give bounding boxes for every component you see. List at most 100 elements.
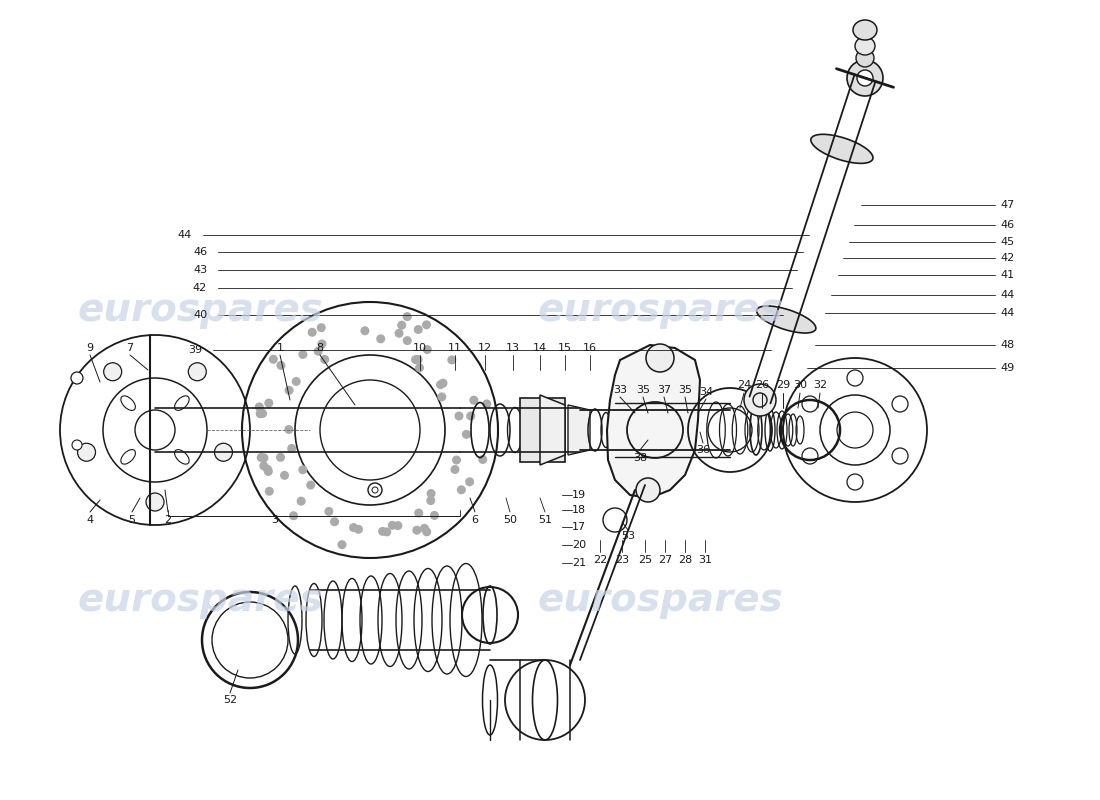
Circle shape bbox=[263, 465, 272, 474]
Circle shape bbox=[422, 527, 431, 536]
Circle shape bbox=[454, 411, 463, 421]
Text: eurospares: eurospares bbox=[537, 291, 783, 329]
Text: 32: 32 bbox=[813, 380, 827, 390]
Circle shape bbox=[470, 396, 478, 405]
Text: 46: 46 bbox=[192, 247, 207, 257]
Text: 13: 13 bbox=[506, 343, 520, 353]
Circle shape bbox=[256, 453, 266, 462]
Polygon shape bbox=[607, 345, 700, 498]
Text: 43: 43 bbox=[192, 265, 207, 275]
Circle shape bbox=[146, 493, 164, 511]
Circle shape bbox=[338, 540, 346, 549]
Circle shape bbox=[452, 455, 461, 465]
Text: 4: 4 bbox=[87, 515, 94, 525]
Circle shape bbox=[847, 370, 864, 386]
Circle shape bbox=[324, 507, 333, 516]
Circle shape bbox=[422, 320, 431, 330]
Circle shape bbox=[403, 312, 411, 321]
Text: 19: 19 bbox=[572, 490, 586, 500]
Circle shape bbox=[415, 363, 424, 372]
Text: 28: 28 bbox=[678, 555, 692, 565]
Text: 7: 7 bbox=[126, 343, 133, 353]
Circle shape bbox=[264, 398, 273, 407]
Circle shape bbox=[298, 466, 307, 474]
Circle shape bbox=[415, 509, 424, 518]
Circle shape bbox=[297, 497, 306, 506]
Text: 39: 39 bbox=[188, 345, 202, 355]
Circle shape bbox=[436, 380, 446, 389]
Text: 51: 51 bbox=[538, 515, 552, 525]
Text: 35: 35 bbox=[636, 385, 650, 395]
Text: 3: 3 bbox=[272, 515, 278, 525]
Circle shape bbox=[465, 478, 474, 486]
Circle shape bbox=[802, 448, 818, 464]
Text: 12: 12 bbox=[477, 343, 492, 353]
Circle shape bbox=[361, 326, 370, 335]
Text: 44: 44 bbox=[178, 230, 192, 240]
Circle shape bbox=[265, 486, 274, 496]
Circle shape bbox=[439, 378, 448, 388]
Text: 8: 8 bbox=[317, 343, 323, 353]
Text: 27: 27 bbox=[658, 555, 672, 565]
Circle shape bbox=[268, 354, 278, 364]
Circle shape bbox=[420, 524, 429, 533]
Text: 1: 1 bbox=[276, 343, 284, 353]
Circle shape bbox=[320, 355, 329, 364]
Circle shape bbox=[264, 467, 273, 476]
Text: eurospares: eurospares bbox=[77, 291, 323, 329]
Circle shape bbox=[892, 448, 907, 464]
Circle shape bbox=[847, 60, 883, 96]
Circle shape bbox=[478, 455, 487, 464]
Circle shape bbox=[354, 525, 363, 534]
Text: 30: 30 bbox=[793, 380, 807, 390]
Circle shape bbox=[438, 392, 447, 402]
Text: 52: 52 bbox=[223, 695, 238, 705]
Circle shape bbox=[856, 49, 875, 67]
Circle shape bbox=[466, 411, 475, 421]
Circle shape bbox=[255, 410, 265, 418]
Circle shape bbox=[317, 323, 326, 332]
Text: 44: 44 bbox=[1000, 308, 1014, 318]
Circle shape bbox=[287, 444, 296, 453]
Circle shape bbox=[276, 453, 285, 462]
Circle shape bbox=[892, 396, 907, 412]
Text: 6: 6 bbox=[472, 515, 478, 525]
Text: 2: 2 bbox=[164, 515, 172, 525]
Circle shape bbox=[318, 339, 327, 349]
Text: 45: 45 bbox=[1000, 237, 1014, 247]
Circle shape bbox=[456, 486, 466, 494]
Circle shape bbox=[284, 425, 294, 434]
Circle shape bbox=[414, 325, 422, 334]
Text: 38: 38 bbox=[632, 453, 647, 463]
Text: 9: 9 bbox=[87, 343, 94, 353]
Circle shape bbox=[72, 372, 82, 384]
Circle shape bbox=[382, 527, 392, 537]
Text: eurospares: eurospares bbox=[537, 581, 783, 619]
Text: 25: 25 bbox=[638, 555, 652, 565]
Text: 20: 20 bbox=[572, 540, 586, 550]
Text: 15: 15 bbox=[558, 343, 572, 353]
Text: 42: 42 bbox=[192, 283, 207, 293]
Circle shape bbox=[292, 377, 300, 386]
Circle shape bbox=[330, 518, 339, 526]
Circle shape bbox=[103, 362, 122, 381]
Circle shape bbox=[258, 409, 267, 418]
Circle shape bbox=[430, 511, 439, 520]
Circle shape bbox=[376, 334, 385, 343]
Circle shape bbox=[77, 443, 96, 462]
Circle shape bbox=[397, 321, 406, 330]
Text: 11: 11 bbox=[448, 343, 462, 353]
Circle shape bbox=[414, 355, 422, 364]
Circle shape bbox=[214, 443, 232, 462]
Text: 31: 31 bbox=[698, 555, 712, 565]
Circle shape bbox=[280, 471, 289, 480]
Ellipse shape bbox=[852, 20, 877, 40]
Text: 29: 29 bbox=[776, 380, 790, 390]
Text: 21: 21 bbox=[572, 558, 586, 568]
Text: 47: 47 bbox=[1000, 200, 1014, 210]
Text: 53: 53 bbox=[621, 531, 635, 541]
Text: 17: 17 bbox=[572, 522, 586, 532]
Text: 16: 16 bbox=[583, 343, 597, 353]
Circle shape bbox=[306, 481, 316, 490]
Text: 49: 49 bbox=[1000, 363, 1014, 373]
